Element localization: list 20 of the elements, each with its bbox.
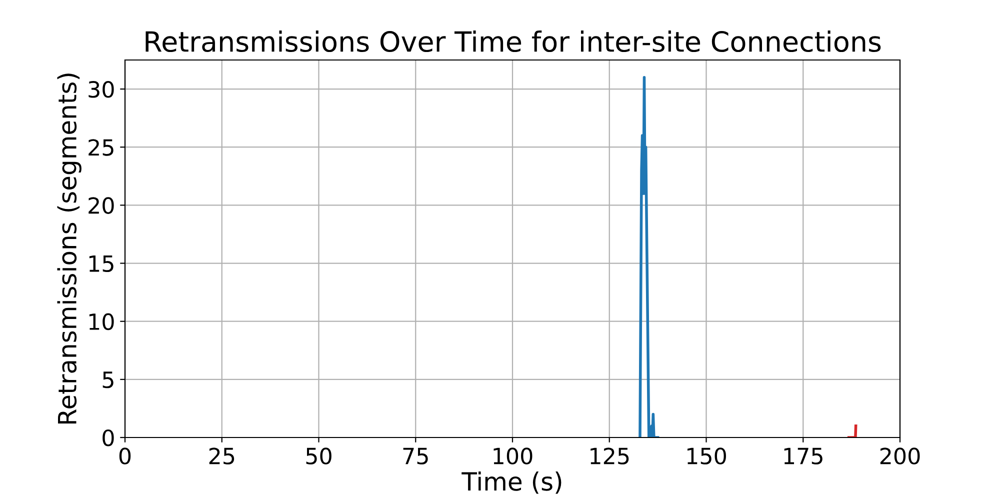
y-tick-label: 25 [88, 139, 114, 156]
y-tick-label: 30 [88, 80, 114, 98]
chart-title: Retransmissions Over Time for inter-site Connections [146, 30, 881, 52]
x-tick-label: 100 [494, 448, 532, 464]
y-tick-label: 20 [88, 197, 114, 214]
y-axis-title: Retransmissions (segments) [57, 74, 82, 424]
x-tick-label: 150 [687, 448, 726, 464]
y-tick-label: 10 [89, 313, 114, 330]
x-tick-label: 175 [784, 448, 822, 464]
y-tick-label: 5 [102, 372, 114, 388]
x-axis-title: Time (s) [462, 472, 562, 494]
x-tick-label: 200 [880, 448, 920, 464]
y-tick-label: 15 [89, 256, 114, 272]
x-tick-label: 25 [209, 448, 234, 464]
x-tick-label: 0 [119, 448, 131, 464]
x-tick-label: 125 [590, 448, 629, 464]
line-series [638, 76, 660, 438]
x-tick-label: 50 [306, 448, 332, 464]
x-tick-label: 75 [403, 448, 428, 464]
y-tick-label: 0 [102, 429, 114, 446]
